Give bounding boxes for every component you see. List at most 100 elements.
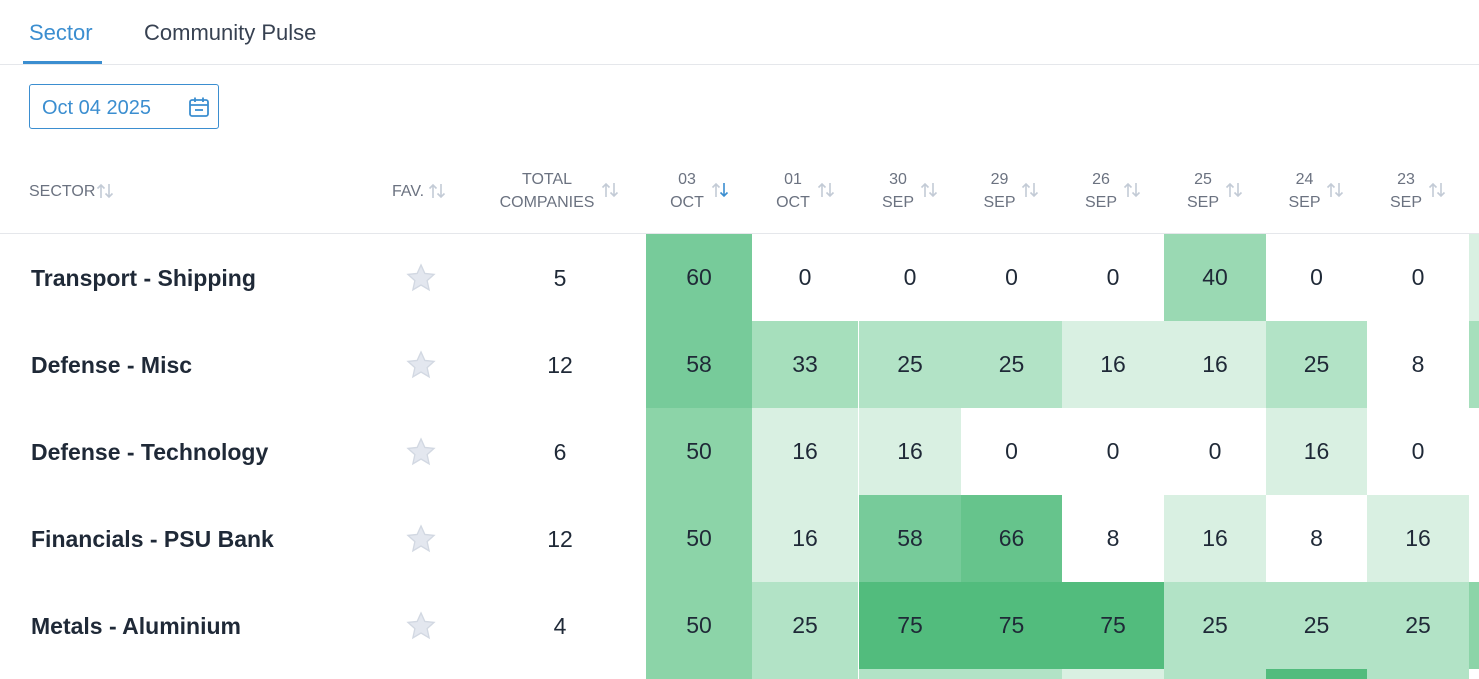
column-header-date[interactable]: 30 SEP — [859, 150, 961, 233]
heatmap-cell[interactable]: 16 — [1164, 321, 1266, 408]
column-label-day: 03 — [678, 171, 696, 188]
sort-icon[interactable] — [1224, 180, 1244, 200]
heatmap-cell[interactable]: 0 — [859, 234, 961, 321]
heatmap-cell[interactable]: 25 — [1367, 582, 1469, 669]
favorite-star-icon[interactable] — [405, 262, 437, 294]
heatmap-cell[interactable]: 75 — [1062, 582, 1164, 669]
heatmap-cell[interactable]: 40 — [1164, 234, 1266, 321]
table-row[interactable]: Financials - PSU Bank 12 50 16 58 66 8 16 8 16 — [0, 495, 1479, 582]
column-label-day: 23 — [1397, 171, 1415, 188]
table-row[interactable]: Defense - Technology 6 50 16 16 0 0 0 16 0 — [0, 408, 1479, 495]
heatmap-cell[interactable]: 8 — [1367, 321, 1469, 408]
favorite-star-icon[interactable] — [405, 523, 437, 555]
heatmap-cell[interactable]: 8 — [1266, 495, 1367, 582]
column-label-day: 24 — [1295, 171, 1314, 188]
column-label-sector: SECTOR — [29, 183, 96, 200]
heatmap-cell[interactable]: 58 — [859, 495, 961, 582]
heatmap-cell-partial — [646, 669, 752, 679]
column-label-day: 30 — [889, 171, 907, 188]
heatmap-cell[interactable]: 25 — [752, 582, 858, 669]
sector-name[interactable]: Financials - PSU Bank — [31, 526, 274, 552]
heatmap-cell[interactable]: 16 — [1164, 495, 1266, 582]
heatmap-cell[interactable]: 0 — [961, 234, 1062, 321]
heatmap-cell[interactable]: 50 — [646, 495, 752, 582]
column-header-date[interactable]: 24 SEP — [1266, 150, 1367, 233]
heatmap-cell[interactable]: 16 — [752, 408, 858, 495]
heatmap-cell[interactable]: 0 — [1062, 234, 1164, 321]
heatmap-cell[interactable]: 25 — [1266, 321, 1367, 408]
total-companies-value: 6 — [553, 439, 567, 465]
tab-sector[interactable]: Sector — [29, 20, 93, 45]
total-companies-value: 5 — [553, 265, 567, 291]
column-label-month: SEP — [881, 194, 914, 211]
table-row[interactable]: Defense - Misc 12 58 33 25 25 16 16 25 8 — [0, 321, 1479, 408]
heatmap-cell-partial — [961, 669, 1062, 679]
column-label-month: OCT — [776, 194, 810, 211]
column-header-sector[interactable]: SECTOR — [29, 150, 129, 233]
date-picker[interactable]: Oct 04 2025 — [29, 84, 219, 129]
sort-icon[interactable] — [919, 180, 939, 200]
table-row[interactable]: Metals - Aluminium 4 50 25 75 75 75 25 25 25 — [0, 582, 1479, 669]
heatmap-cell[interactable]: 8 — [1062, 495, 1164, 582]
sort-icon[interactable] — [95, 181, 115, 201]
column-label-month: SEP — [1186, 194, 1219, 211]
column-header-date[interactable]: 25 SEP — [1164, 150, 1266, 233]
column-header-date[interactable]: 29 SEP — [961, 150, 1062, 233]
heatmap-cell[interactable]: 16 — [859, 408, 961, 495]
sort-icon[interactable] — [1020, 180, 1040, 200]
heatmap-cell[interactable]: 58 — [646, 321, 752, 408]
heatmap-cell[interactable]: 25 — [1266, 582, 1367, 669]
table-row[interactable]: Transport - Shipping 5 60 0 0 0 0 40 0 0 — [0, 234, 1479, 321]
heatmap-cell[interactable]: 25 — [961, 321, 1062, 408]
sort-desc-icon[interactable] — [710, 180, 730, 200]
heatmap-cell[interactable]: 16 — [1062, 321, 1164, 408]
sector-name[interactable]: Defense - Technology — [31, 439, 269, 465]
heatmap-cell[interactable]: 25 — [859, 321, 961, 408]
heatmap-cell[interactable]: 50 — [646, 582, 752, 669]
sort-icon[interactable] — [816, 180, 836, 200]
heatmap-cell-partial — [1062, 669, 1164, 679]
heatmap-cell[interactable]: 75 — [859, 582, 961, 669]
heatmap-cell-partial — [1266, 669, 1367, 679]
sort-icon[interactable] — [1122, 180, 1142, 200]
column-label-month: OCT — [670, 194, 704, 211]
column-header-total-companies[interactable]: TOTAL COMPANIES — [496, 150, 626, 233]
column-header-date[interactable]: 03 OCT — [646, 150, 752, 233]
favorite-star-icon[interactable] — [405, 349, 437, 381]
heatmap-cell[interactable]: 16 — [1266, 408, 1367, 495]
heatmap-cell[interactable]: 60 — [646, 234, 752, 321]
column-header-fav[interactable]: FAV. — [392, 150, 462, 233]
heatmap-cell[interactable]: 25 — [1164, 582, 1266, 669]
heatmap-cell[interactable]: 0 — [1062, 408, 1164, 495]
heatmap-cell[interactable]: 0 — [1266, 234, 1367, 321]
heatmap-cell[interactable]: 33 — [752, 321, 858, 408]
column-label-total-line1: TOTAL — [521, 171, 573, 188]
heatmap-cell[interactable]: 0 — [752, 234, 858, 321]
column-header-date[interactable]: 01 OCT — [752, 150, 858, 233]
calendar-icon[interactable] — [188, 96, 210, 118]
sort-icon[interactable] — [1427, 180, 1447, 200]
column-header-date[interactable]: 23 SEP — [1367, 150, 1469, 233]
favorite-star-icon[interactable] — [405, 436, 437, 468]
heatmap-cell[interactable]: 66 — [961, 495, 1062, 582]
heatmap-cell-overflow — [1469, 495, 1479, 582]
column-header-date[interactable]: 26 SEP — [1062, 150, 1164, 233]
heatmap-cell[interactable]: 75 — [961, 582, 1062, 669]
heatmap-cell[interactable]: 0 — [1164, 408, 1266, 495]
sector-name[interactable]: Defense - Misc — [31, 352, 193, 378]
heatmap-cell[interactable]: 16 — [752, 495, 858, 582]
sort-icon[interactable] — [600, 180, 620, 200]
sector-name[interactable]: Metals - Aluminium — [31, 613, 241, 639]
favorite-star-icon[interactable] — [405, 610, 437, 642]
tab-community-pulse[interactable]: Community Pulse — [144, 20, 317, 45]
heatmap-cell[interactable]: 0 — [1367, 234, 1469, 321]
heatmap-cell[interactable]: 0 — [961, 408, 1062, 495]
heatmap-cell[interactable]: 0 — [1367, 408, 1469, 495]
sort-icon[interactable] — [427, 181, 447, 201]
sort-icon[interactable] — [1325, 180, 1345, 200]
heatmap-cell[interactable]: 16 — [1367, 495, 1469, 582]
sector-name[interactable]: Transport - Shipping — [31, 265, 256, 291]
heatmap-cell[interactable]: 50 — [646, 408, 752, 495]
heatmap-cell-partial — [1164, 669, 1266, 679]
column-label-day: 01 — [784, 171, 802, 188]
